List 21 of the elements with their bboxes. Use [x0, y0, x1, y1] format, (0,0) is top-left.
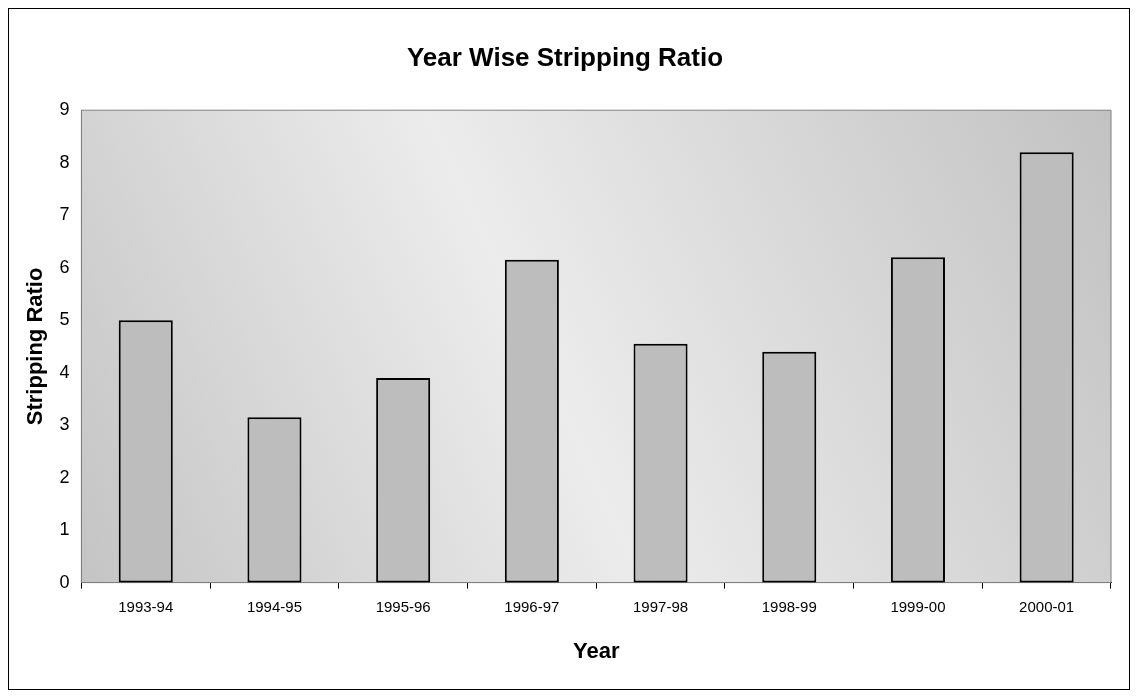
y-tick-label: 1	[59, 519, 70, 540]
x-tick-label: 1995-96	[375, 597, 431, 615]
x-tick-label: 1996-97	[504, 597, 560, 615]
y-tick-label: 0	[59, 571, 70, 592]
y-tick-label: 5	[59, 309, 70, 330]
x-tick-label: 1994-95	[246, 597, 302, 615]
chart-title: Year Wise Stripping Ratio	[406, 41, 724, 72]
y-tick-label: 3	[59, 414, 70, 435]
y-axis-title: Stripping Ratio	[22, 267, 48, 426]
y-tick-label: 7	[59, 204, 70, 225]
y-tick-label: 4	[59, 361, 70, 382]
y-tick-label: 8	[59, 151, 70, 172]
y-tick-label: 9	[59, 99, 70, 120]
x-tick-label: 1998-99	[761, 597, 817, 615]
x-tick-label: 2000-01	[1019, 597, 1075, 615]
x-axis-title: Year	[572, 637, 620, 663]
x-tick-label: 1997-98	[633, 597, 689, 615]
x-tick-label: 1999-00	[890, 597, 946, 615]
x-tick-label: 1993-94	[118, 597, 174, 615]
y-tick-label: 6	[59, 256, 70, 277]
y-tick-label: 2	[59, 466, 70, 487]
